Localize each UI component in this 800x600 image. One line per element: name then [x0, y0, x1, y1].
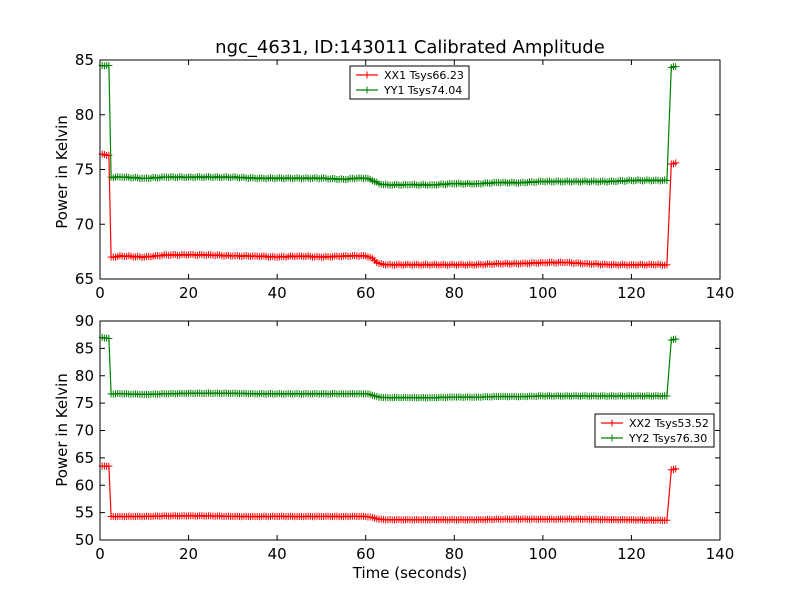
bottom-y-tick-label: 65 [75, 449, 94, 467]
chart-title: ngc_4631, ID:143011 Calibrated Amplitude [215, 37, 605, 58]
top-x-tick-label: 80 [445, 284, 464, 302]
top-y-tick-label: 85 [75, 51, 94, 69]
top-x-tick-label: 40 [268, 284, 287, 302]
top-legend-box [349, 65, 470, 100]
top-series-markers-xx1 [98, 150, 680, 269]
bottom-data-point [105, 335, 113, 343]
bottom-y-tick-label: 70 [75, 422, 94, 440]
bottom-x-tick-label: 60 [356, 545, 375, 563]
bottom-y-tick-label: 55 [75, 504, 94, 522]
bottom-x-tick-label: 0 [95, 545, 105, 563]
top-y-tick-label: 70 [75, 215, 94, 233]
top-y-tick-label: 65 [75, 270, 94, 288]
bottom-legend-label: XX2 Tsys53.52 [629, 417, 709, 430]
top-data-point [672, 63, 680, 71]
top-legend-swatch-marker [363, 86, 371, 94]
bottom-x-tick-label: 40 [268, 545, 287, 563]
top-data-point [663, 176, 671, 184]
bottom-series-markers-xx2 [98, 462, 680, 525]
top-data-point [672, 159, 680, 167]
bottom-data-point [663, 516, 671, 524]
bottom-y-axis-label: Power in Kelvin [53, 373, 71, 487]
bottom-x-tick-label: 80 [445, 545, 464, 563]
top-data-point [663, 261, 671, 269]
top-legend-label: XX1 Tsys66.23 [384, 69, 464, 82]
top-panel: 0 20 40 60 80 100 120 140 65 70 75 80 85 XX1 Tsys66.2… [75, 51, 734, 302]
top-series-markers-yy1 [98, 61, 680, 189]
bottom-x-tick-label: 120 [617, 545, 646, 563]
bottom-data-point [672, 335, 680, 343]
bottom-x-tick-label: 140 [706, 545, 735, 563]
top-y-tick-label: 80 [75, 106, 94, 124]
bottom-y-tick-label: 85 [75, 339, 94, 357]
bottom-y-tick-label: 60 [75, 476, 94, 494]
bottom-legend-label: YY2 Tsys76.30 [628, 432, 707, 445]
bottom-legend-swatch-marker [608, 419, 616, 427]
bottom-y-tick-label: 75 [75, 394, 94, 412]
top-legend-label: YY1 Tsys74.04 [383, 84, 462, 97]
top-legend-swatch-marker [363, 71, 371, 79]
top-legend: XX1 Tsys66.23 YY1 Tsys74.04 [349, 65, 470, 100]
bottom-y-tick-label: 50 [75, 531, 94, 549]
x-axis-label: Time (seconds) [352, 564, 468, 582]
bottom-x-tick-label: 20 [179, 545, 198, 563]
top-x-tick-label: 100 [529, 284, 558, 302]
bottom-data-point [663, 392, 671, 400]
bottom-y-tick-label: 90 [75, 312, 94, 330]
top-x-tick-label: 60 [356, 284, 375, 302]
top-x-tick-label: 120 [617, 284, 646, 302]
top-data-point [105, 61, 113, 69]
bottom-x-tick-label: 100 [529, 545, 558, 563]
top-x-tick-label: 20 [179, 284, 198, 302]
bottom-y-tick-label: 80 [75, 367, 94, 385]
bottom-series-markers-yy2 [98, 333, 680, 402]
bottom-panel: 0 20 40 60 80 100 120 140 50 55 60 65 70 75 80 85 90 XX2 … [75, 312, 734, 563]
bottom-data-point [105, 462, 113, 470]
top-y-axis-label: Power in Kelvin [53, 115, 71, 229]
bottom-legend-swatch-marker [608, 434, 616, 442]
top-x-tick-label: 140 [706, 284, 735, 302]
bottom-legend: XX2 Tsys53.52 YY2 Tsys76.30 [594, 413, 715, 448]
bottom-legend-box [594, 413, 715, 448]
top-x-tick-label: 0 [95, 284, 105, 302]
bottom-data-point [672, 465, 680, 473]
top-y-tick-label: 75 [75, 161, 94, 179]
